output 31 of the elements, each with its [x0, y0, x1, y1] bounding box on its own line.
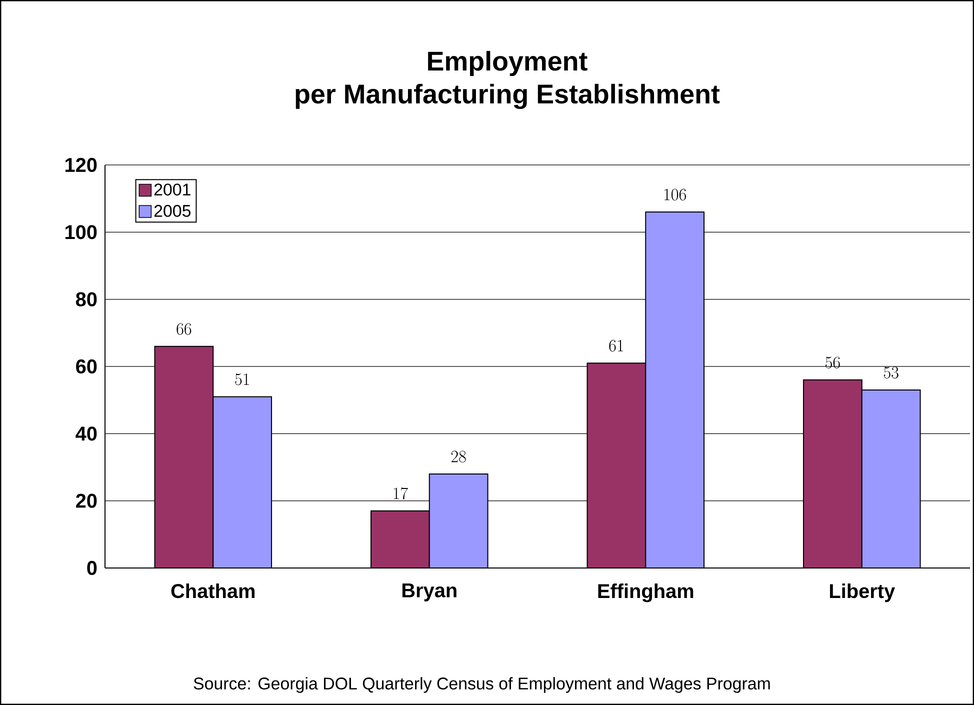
legend-label: 2001 [154, 184, 190, 196]
y-tick-label: 40 [76, 426, 97, 441]
data-label: 106 [664, 188, 686, 200]
data-label: 51 [235, 374, 249, 386]
source-note: Source: Georgia DOL Quarterly Census of Employment and Wages Program [194, 677, 770, 693]
data-label: 17 [394, 487, 408, 500]
data-label: 66 [176, 323, 192, 335]
x-tick-label: Effingham [598, 584, 694, 602]
y-tick-label: 120 [65, 158, 97, 172]
chart-title: Employment per Manufacturing Establishment [296, 50, 720, 110]
data-label: 56 [826, 356, 840, 368]
legend-label: 2005 [154, 204, 191, 217]
bar [213, 396, 272, 568]
bar [587, 363, 646, 568]
x-tick-label: Bryan [402, 584, 456, 602]
bar [371, 510, 430, 568]
bar [429, 474, 488, 568]
bar [154, 346, 214, 568]
y-tick-label: 20 [76, 494, 97, 508]
y-tick-label: 0 [87, 560, 97, 576]
x-tick-label: Liberty [830, 584, 895, 602]
bar [861, 389, 921, 568]
bar [646, 212, 704, 568]
data-label: 28 [451, 450, 466, 462]
y-tick-label: 60 [76, 359, 97, 374]
bar [803, 379, 862, 568]
y-tick-label: 80 [76, 292, 97, 306]
data-label: 61 [609, 340, 624, 352]
data-label: 53 [884, 366, 898, 378]
x-tick-label: Chatham [171, 584, 255, 598]
y-tick-label: 100 [65, 225, 97, 240]
